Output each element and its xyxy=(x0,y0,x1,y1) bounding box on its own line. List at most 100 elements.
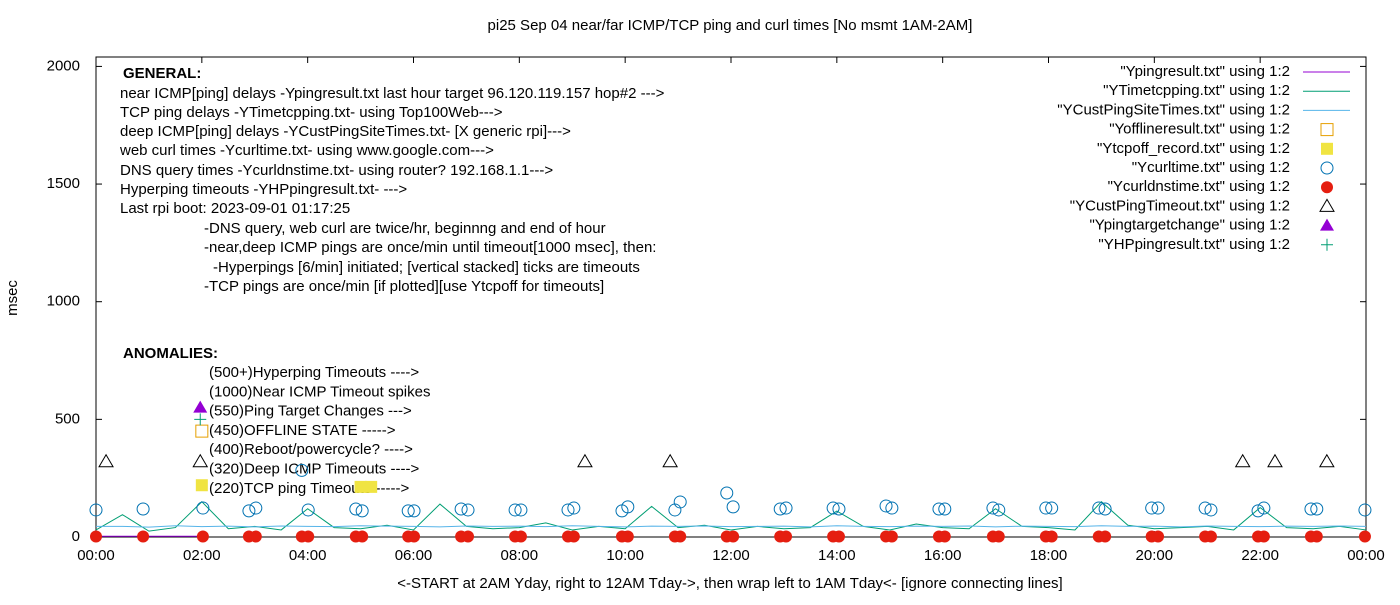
data-point xyxy=(885,501,899,515)
data-point xyxy=(1098,502,1112,516)
legend-swatch xyxy=(1320,161,1334,175)
data-point xyxy=(986,501,1000,515)
data-point xyxy=(938,530,951,543)
legend-label: "Yofflineresult.txt" using 1:2 xyxy=(1109,121,1290,138)
y-tick-label: 2000 xyxy=(47,57,80,74)
data-point xyxy=(727,530,740,543)
x-tick-label: 10:00 xyxy=(606,547,644,564)
anomaly-note: (550)Ping Target Changes ---> xyxy=(209,403,412,420)
anomaly-note: (500+)Hyperping Timeouts ----> xyxy=(209,364,419,381)
chart-title: pi25 Sep 04 near/far ICMP/TCP ping and c… xyxy=(488,17,973,34)
legend-label: "YTimetcpping.txt" using 1:2 xyxy=(1103,82,1290,99)
data-point xyxy=(98,453,114,468)
legend-label: "Ytcpoff_record.txt" using 1:2 xyxy=(1097,140,1290,157)
data-point xyxy=(1257,530,1270,543)
data-point xyxy=(454,502,468,516)
general-note: -Hyperpings [6/min] initiated; [vertical… xyxy=(213,259,640,276)
data-point xyxy=(302,530,315,543)
data-point xyxy=(301,503,315,517)
data-point xyxy=(401,504,415,518)
data-point xyxy=(295,463,309,477)
data-point xyxy=(832,530,845,543)
data-point xyxy=(673,495,687,509)
anomaly-note: (450)OFFLINE STATE -----> xyxy=(209,422,396,439)
data-point xyxy=(1099,530,1112,543)
x-tick-label: 04:00 xyxy=(289,547,327,564)
legend-swatch xyxy=(1321,142,1333,155)
data-point xyxy=(195,424,209,438)
general-note: DNS query times -Ycurldnstime.txt- using… xyxy=(120,162,553,179)
x-tick-label: 14:00 xyxy=(818,547,856,564)
legend-label: "Ycurldnstime.txt" using 1:2 xyxy=(1108,178,1290,195)
data-point xyxy=(1234,453,1251,468)
legend-label: "Ypingtargetchange" using 1:2 xyxy=(1089,217,1290,234)
data-point xyxy=(242,504,256,518)
data-point xyxy=(992,503,1006,517)
legend-label: "Ypingresult.txt" using 1:2 xyxy=(1120,63,1290,80)
x-tick-label: 02:00 xyxy=(183,547,221,564)
legend-swatch xyxy=(1320,218,1334,231)
x-tick-label: 00:00 xyxy=(1347,547,1385,564)
data-point xyxy=(365,480,378,493)
data-point xyxy=(780,530,793,543)
x-tick-label: 00:00 xyxy=(77,547,115,564)
data-point xyxy=(561,503,575,517)
anomaly-note: (220)TCP ping Timeouts -----> xyxy=(209,480,409,497)
data-point xyxy=(779,501,793,515)
data-point xyxy=(196,530,209,543)
y-tick-label: 0 xyxy=(72,528,80,545)
general-note: deep ICMP[ping] delays -YCustPingSiteTim… xyxy=(120,123,571,140)
data-point xyxy=(349,502,363,516)
anomaly-note: (320)Deep ICMP Timeouts ----> xyxy=(209,460,419,477)
general-note: web curl times -Ycurltime.txt- using www… xyxy=(119,142,494,159)
general-note: Last rpi boot: 2023-09-01 01:17:25 xyxy=(120,200,350,217)
data-point xyxy=(1152,530,1165,543)
data-point xyxy=(674,530,687,543)
anomaly-note: (400)Reboot/powercycle? ----> xyxy=(209,441,413,458)
data-point xyxy=(136,502,150,516)
x-tick-label: 18:00 xyxy=(1030,547,1068,564)
x-tick-label: 20:00 xyxy=(1136,547,1174,564)
x-tick-label: 16:00 xyxy=(924,547,962,564)
data-point xyxy=(938,502,952,516)
data-point xyxy=(1267,453,1283,468)
data-point xyxy=(832,502,846,516)
y-tick-label: 1000 xyxy=(47,293,80,310)
data-point xyxy=(89,503,103,517)
data-point xyxy=(992,530,1005,543)
data-point xyxy=(192,453,209,468)
data-point xyxy=(1092,501,1106,515)
data-point xyxy=(662,453,679,468)
data-point xyxy=(354,480,367,493)
general-note: Hyperping timeouts -YHPpingresult.txt- -… xyxy=(120,181,407,198)
data-point xyxy=(1145,501,1159,515)
x-axis-label: <-START at 2AM Yday, right to 12AM Tday-… xyxy=(397,575,1062,592)
x-tick-label: 08:00 xyxy=(501,547,539,564)
data-point xyxy=(1204,503,1218,517)
data-point xyxy=(196,501,210,515)
data-point xyxy=(567,530,580,543)
data-point xyxy=(773,502,787,516)
anomaly-note: (1000)Near ICMP Timeout spikes xyxy=(209,383,430,400)
data-point xyxy=(1251,504,1265,518)
data-point xyxy=(90,530,102,543)
data-point xyxy=(514,530,527,543)
data-point xyxy=(1198,501,1212,515)
general-note: near ICMP[ping] delays -Ypingresult.txt … xyxy=(120,85,665,102)
data-point xyxy=(1310,530,1323,543)
legend-label: "YCustPingTimeout.txt" using 1:2 xyxy=(1070,197,1290,214)
data-point xyxy=(194,413,207,426)
data-point xyxy=(885,530,898,543)
data-point xyxy=(567,501,581,515)
general-note: -TCP pings are once/min [if plotted][use… xyxy=(204,278,604,295)
legend-label: "Ycurltime.txt" using 1:2 xyxy=(1132,159,1290,176)
data-point xyxy=(621,500,635,514)
anomalies-heading: ANOMALIES: xyxy=(123,345,218,362)
y-axis-label: msec xyxy=(4,280,21,316)
data-point xyxy=(726,500,740,514)
data-point xyxy=(356,530,369,543)
data-point xyxy=(1151,501,1165,515)
